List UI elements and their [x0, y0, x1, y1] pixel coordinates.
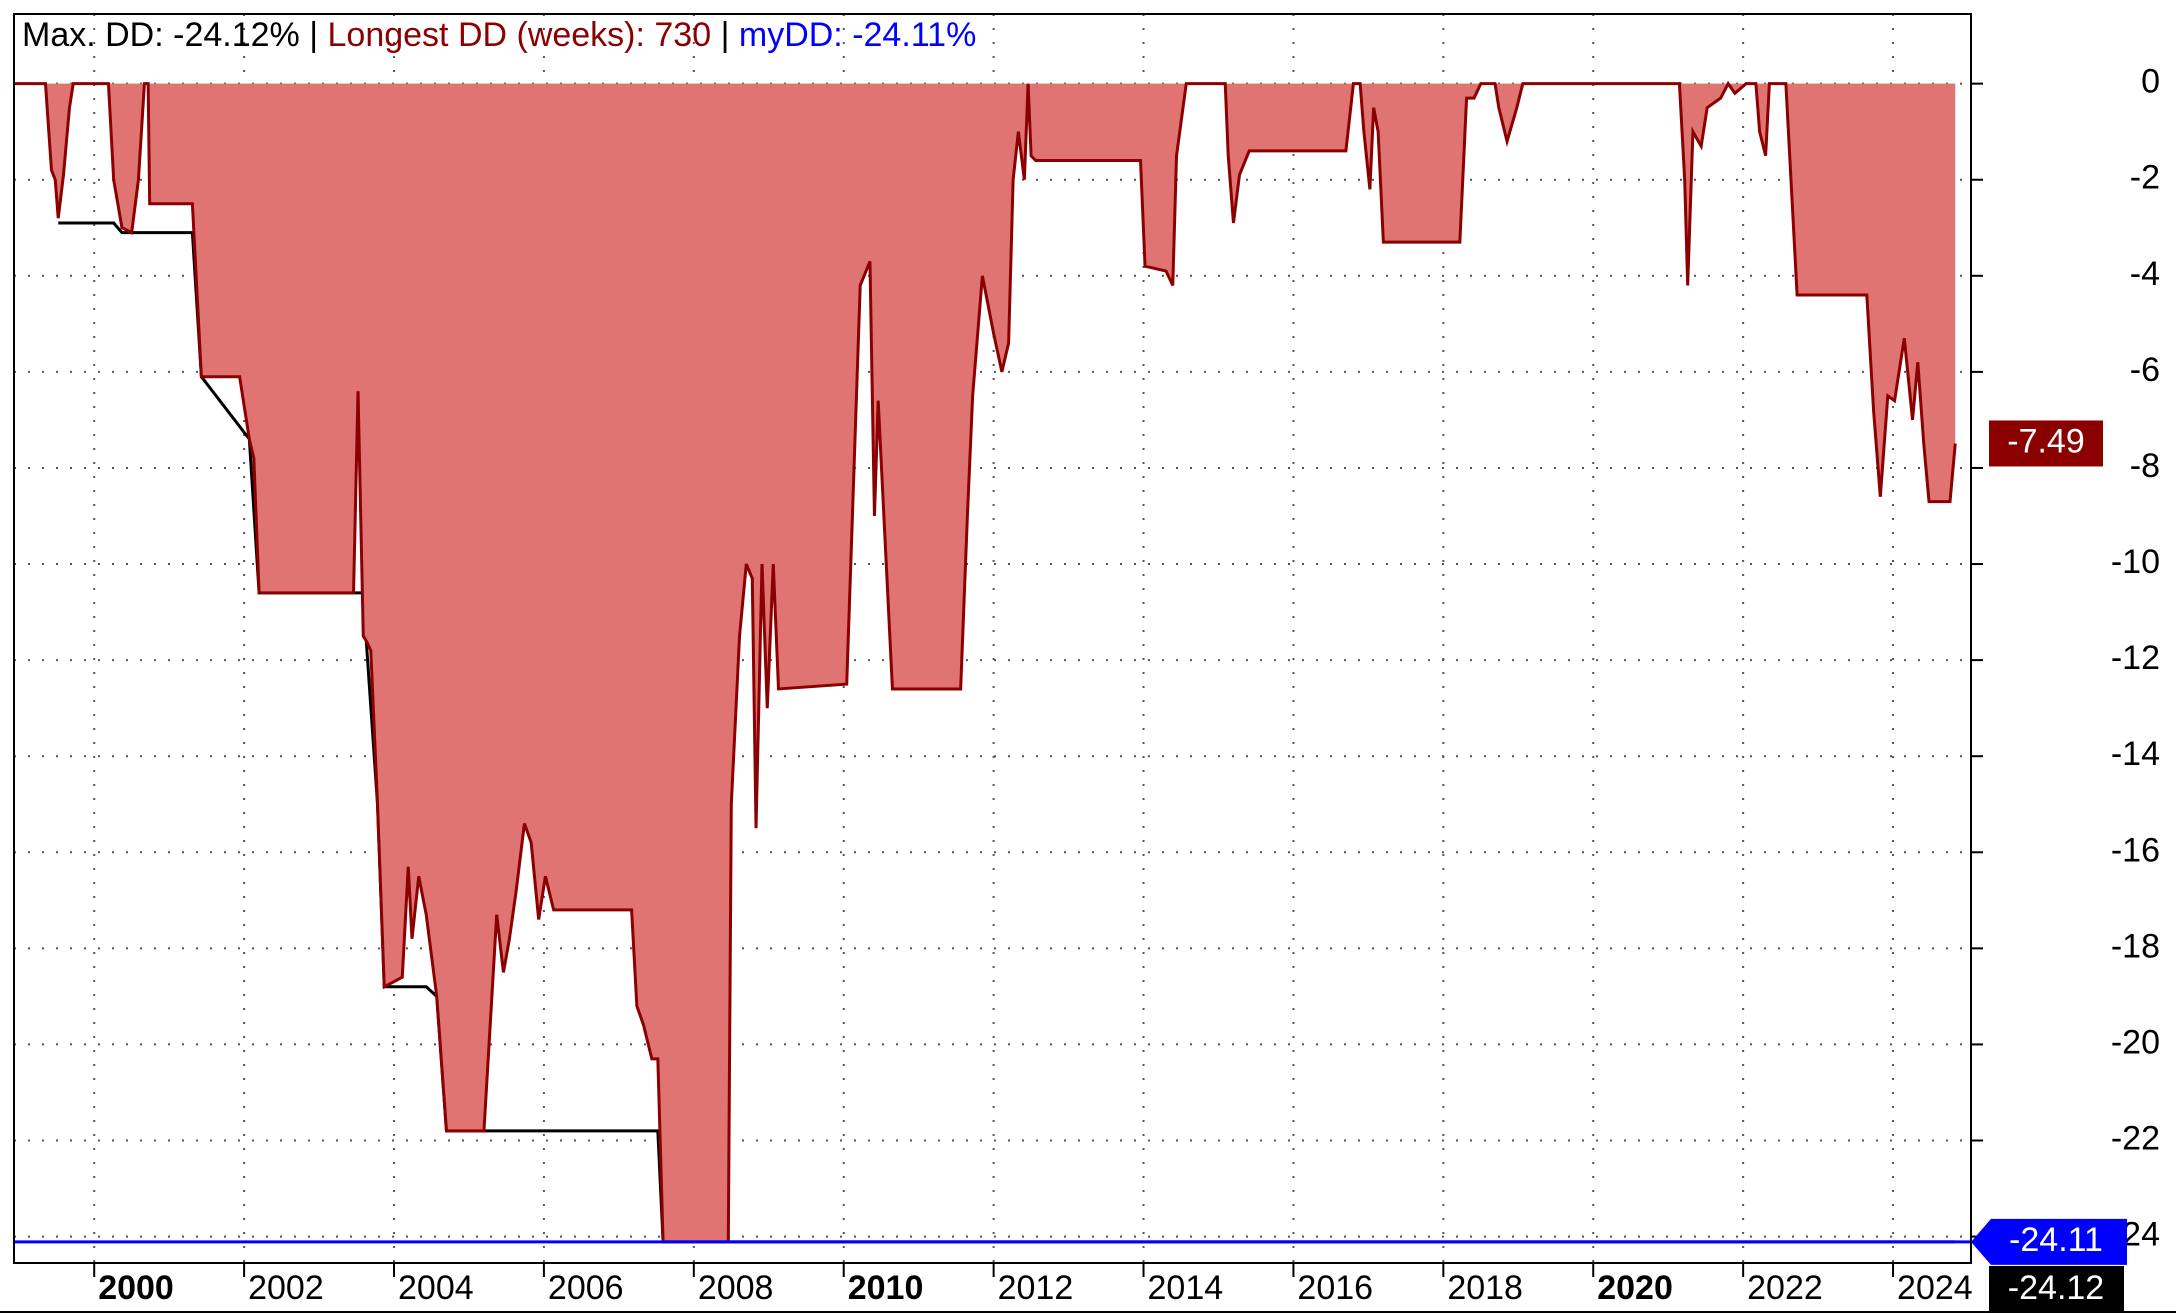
y-tick-label: -18 — [2111, 927, 2160, 965]
max-dd-label: -24.12 — [2008, 1269, 2104, 1307]
mydd-tag — [1971, 1218, 2127, 1265]
x-tick-label: 2002 — [248, 1269, 324, 1307]
title-part: Longest DD (weeks): 730 — [328, 16, 712, 54]
x-tick-label: 2024 — [1897, 1269, 1973, 1307]
y-tick-label: -22 — [2111, 1119, 2160, 1157]
x-tick-label: 2004 — [398, 1269, 474, 1307]
x-tick-label: 2008 — [698, 1269, 774, 1307]
y-tick-label: -16 — [2111, 831, 2160, 869]
y-tick-label: -4 — [2130, 255, 2160, 293]
y-tick-label: -6 — [2130, 351, 2160, 389]
drawdown-line — [14, 80, 1957, 1244]
x-tick-label: 2012 — [998, 1269, 1074, 1307]
y-tick-label: -2 — [2130, 159, 2160, 197]
x-tick-label: 2020 — [1597, 1269, 1673, 1307]
x-tick-label: 2006 — [548, 1269, 624, 1307]
x-tick-label: 2010 — [848, 1269, 924, 1307]
title-part: myDD: -24.11% — [739, 16, 976, 54]
y-tick-label: -8 — [2130, 447, 2160, 485]
y-tick-label: -20 — [2111, 1023, 2160, 1061]
x-tick-label: 2014 — [1148, 1269, 1224, 1307]
title-part: | — [711, 16, 739, 54]
y-tick-label: -12 — [2111, 639, 2160, 677]
x-tick-label: 2000 — [98, 1269, 174, 1307]
mydd-tag-label: -24.11 — [2009, 1221, 2103, 1259]
drawdown-area — [14, 83, 1956, 1242]
plot-frame — [13, 13, 1972, 1264]
y-tick-label: 0 — [2141, 63, 2160, 101]
last-value-label: -7.49 — [2007, 422, 2085, 460]
max-dd-tag — [1989, 1266, 2124, 1312]
y-tick-label: -10 — [2111, 543, 2160, 581]
x-tick-label: 2022 — [1747, 1269, 1823, 1307]
title-part: Max. DD: -24.12% | — [22, 16, 328, 54]
y-tick-label: -14 — [2111, 735, 2160, 773]
x-tick-label: 2016 — [1297, 1269, 1373, 1307]
last-value-tag — [1989, 420, 2103, 467]
chart-title: Max. DD: -24.12% | Longest DD (weeks): 7… — [22, 16, 976, 54]
x-tick-label: 2018 — [1447, 1269, 1523, 1307]
